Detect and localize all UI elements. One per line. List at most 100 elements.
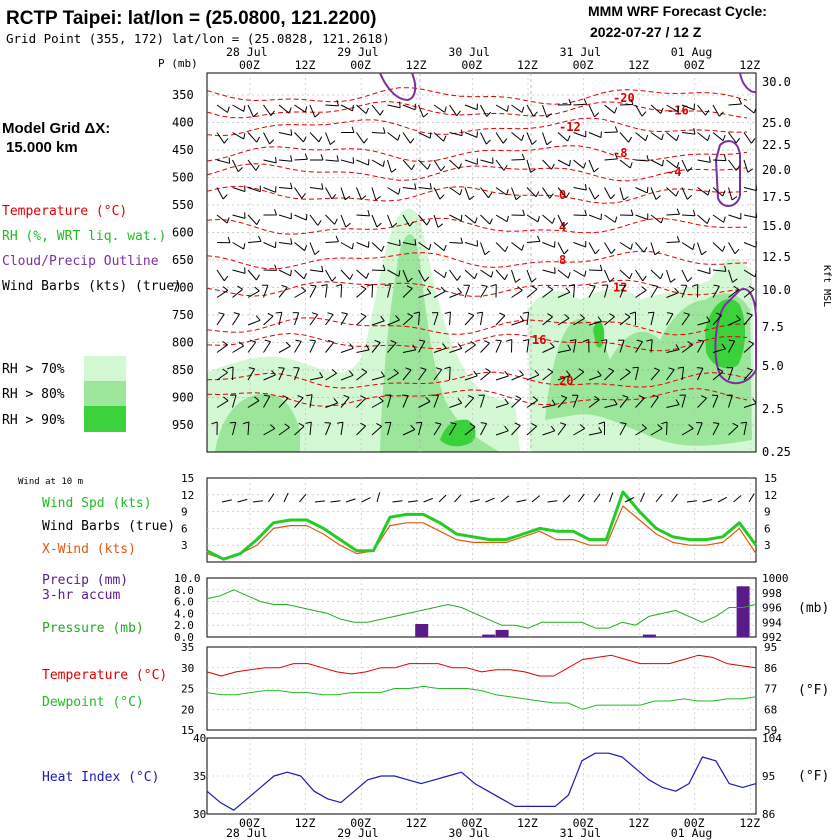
wind-barb [387, 132, 399, 141]
wind-barb [666, 132, 677, 142]
wind-barb [480, 371, 491, 381]
wind-barb [588, 214, 602, 221]
wind-barb-flag [223, 138, 229, 144]
wind-barb [232, 366, 234, 381]
pressure-y-tick: 998 [762, 587, 782, 600]
wind-barb [216, 344, 228, 353]
wind-barb [557, 132, 569, 142]
wind-barb [666, 349, 680, 353]
wind-barb [294, 187, 303, 199]
wind-barb [387, 242, 401, 247]
wind-barb [697, 159, 711, 163]
wind-barb [728, 367, 734, 381]
wind-barb-flag [222, 286, 229, 291]
wind-barb [371, 400, 384, 408]
wind-barb [511, 425, 521, 436]
wind-barb [216, 313, 225, 326]
wind-barb [418, 401, 431, 408]
wind-barb-flag [405, 367, 412, 371]
wind-barb-flag [623, 196, 629, 201]
wind-barb-flag [288, 107, 292, 114]
sfc-wind-barb [733, 495, 742, 503]
wind-barb-flag [653, 367, 660, 371]
wind-barb [325, 214, 335, 225]
wind-barb-flag [549, 193, 554, 199]
wind-barb [542, 404, 556, 408]
wind-barb [278, 242, 292, 245]
wind-barb [526, 214, 539, 223]
legend-wind-barbs: Wind Barbs (true) [42, 519, 175, 534]
wind-barb [449, 132, 463, 137]
wind-barb-flag [598, 421, 605, 425]
sfc-wind-barb [423, 497, 433, 503]
wind-barb [356, 349, 370, 353]
wind-barb [728, 319, 741, 326]
wind-barb [573, 339, 577, 353]
wind-barb-flag [427, 163, 431, 170]
wind-barb-flag [381, 245, 385, 252]
wind-barb [449, 159, 460, 170]
wind-barb-flag [583, 98, 587, 105]
wind-barb [557, 397, 568, 408]
wind-barb-flag [361, 195, 367, 200]
wind-barb [464, 159, 478, 165]
wind-barb [294, 214, 307, 221]
wind-barb [387, 342, 397, 353]
wind-barb [557, 291, 571, 298]
wind-barb [588, 187, 596, 200]
wind-barb [309, 285, 317, 298]
pressure-tick-label: 500 [172, 171, 194, 185]
wind-barb-flag [398, 188, 401, 195]
wind-barb-flag [349, 273, 354, 280]
wind-barb-flag [754, 270, 757, 277]
temp-f-tick: 77 [764, 683, 777, 696]
wind-barb [511, 374, 524, 381]
wind-barb-flag [422, 112, 429, 118]
wind-barb [681, 242, 694, 251]
wind-barb-flag [258, 235, 262, 242]
wind-barb [278, 214, 292, 220]
wind-barb [495, 375, 509, 381]
wind-barb [728, 159, 737, 171]
wind-barb-flag [738, 98, 742, 105]
wind-barb [263, 341, 272, 353]
kft-tick-label: 22.5 [762, 138, 791, 152]
cloud-outline [714, 140, 741, 207]
temperature-contour-label: 8 [559, 253, 566, 267]
wind-barb [418, 340, 426, 353]
wind-barb-flag [300, 286, 307, 292]
wind-barb [325, 422, 332, 436]
wind-barb-flag [676, 208, 680, 215]
wind-barb-flag [724, 265, 727, 272]
wind-barb-flag [461, 129, 463, 136]
wind-barb [712, 371, 724, 381]
wind-barb [433, 187, 441, 200]
wind-barb-flag [641, 111, 647, 117]
wind-barb [635, 242, 645, 253]
wind-barb-flag [336, 155, 339, 162]
wind-barb-flag [707, 189, 711, 196]
wind-barb [449, 423, 457, 436]
wind-barb-flag [274, 209, 277, 216]
wind-barb [681, 314, 690, 326]
wind-barb-flag [629, 311, 636, 315]
wind-barb [697, 214, 708, 224]
wind-barb-flag [263, 394, 270, 397]
wind-barb [387, 187, 399, 195]
wind-barb-flag [306, 394, 313, 397]
wind-barb [309, 394, 313, 408]
wind-barb-flag [393, 368, 399, 374]
wind-barb-flag [568, 284, 575, 287]
wind-barb [433, 159, 442, 172]
wind-barb-flag [470, 340, 476, 346]
wind-barb-flag [469, 195, 475, 201]
wind-barb-flag [284, 423, 290, 428]
wind-barb-flag [531, 422, 537, 427]
wind-barb [743, 269, 756, 278]
wind-barb [356, 425, 367, 436]
wind-barb [588, 431, 602, 436]
cloud-outline [714, 288, 757, 385]
wind-barb [604, 158, 618, 161]
wind-barb [588, 321, 602, 326]
hour-label-top: 12Z [406, 58, 427, 72]
